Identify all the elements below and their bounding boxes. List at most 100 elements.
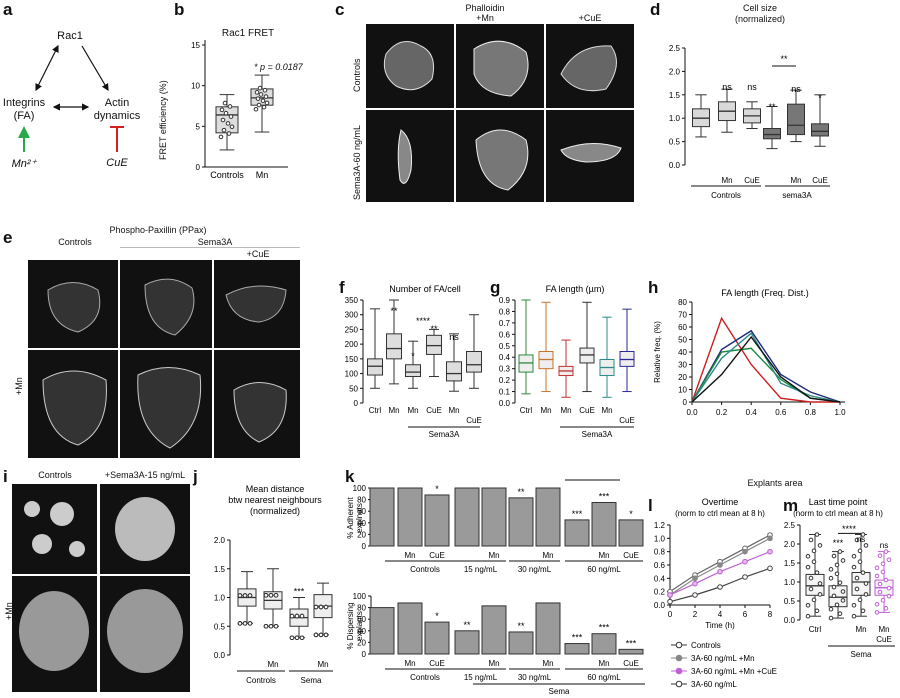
panel-m-point bbox=[860, 608, 866, 614]
cue-label: CuE bbox=[106, 157, 128, 169]
panel-h-title: FA length (Freq. Dist.) bbox=[721, 288, 809, 298]
panel-m-bracket-label: **** bbox=[842, 524, 857, 534]
panel-k-dispersing-sig: * bbox=[435, 611, 439, 621]
panel-b-plot: 0 5 10 15 Controls Mn bbox=[191, 40, 288, 180]
panel-m-point bbox=[828, 567, 834, 572]
panel-d-xlabel: Mn bbox=[790, 176, 801, 185]
panel-m-point bbox=[874, 610, 880, 615]
panel-j-title1: Mean distance bbox=[246, 484, 305, 494]
panel-k-group-controls: Controls bbox=[410, 565, 440, 574]
panel-k-dispersing-bar bbox=[591, 633, 617, 655]
panel-k-adherent-bar bbox=[454, 487, 480, 547]
panel-h-plot: FA length (Freq. Dist.) Relative freq. (%… bbox=[653, 288, 846, 417]
panel-e-col-sema: Sema3A bbox=[197, 237, 233, 247]
panel-f-ytick-label: 150 bbox=[345, 355, 359, 364]
panel-j-ytick-label: 2.0 bbox=[214, 536, 226, 545]
panel-g-ytick-label: 0.9 bbox=[499, 296, 511, 305]
panel-b-point bbox=[222, 100, 228, 106]
panel-m-point bbox=[805, 553, 811, 559]
panel-f-xlabel: CuE bbox=[466, 416, 482, 425]
panel-d-ytick-label: 1.0 bbox=[669, 114, 681, 123]
panel-k-xlabel: Mn bbox=[542, 551, 553, 560]
panel-h-xtick-label: 0.4 bbox=[746, 408, 758, 417]
panel-k-dispersing-ytick-label: 100 bbox=[353, 592, 367, 601]
panel-m-point bbox=[834, 562, 840, 568]
panel-l-ytick-label: 1.0 bbox=[654, 534, 666, 543]
panel-j-point bbox=[242, 621, 248, 626]
panel-m-title1: Last time point bbox=[809, 497, 868, 507]
micrograph-e-controls bbox=[28, 260, 118, 348]
panel-j-point bbox=[323, 632, 329, 638]
panel-k-xlabel: Mn bbox=[404, 551, 415, 560]
panel-h-xtick-label: 0.2 bbox=[716, 408, 728, 417]
panel-k-dispersing-bar bbox=[369, 607, 395, 655]
panel-label-e: e bbox=[3, 228, 13, 247]
panel-j-group-controls: Controls bbox=[246, 676, 276, 685]
panel-b-xtick-mn: Mn bbox=[256, 170, 269, 180]
pathway-arrows bbox=[18, 44, 124, 152]
panel-l-xtick-label: 2 bbox=[693, 610, 698, 619]
panel-k-dispersing-bar bbox=[481, 605, 507, 655]
panel-l-point bbox=[742, 574, 748, 580]
panel-f-ytick-label: 50 bbox=[349, 384, 358, 393]
panel-k-ylabel-dispersing-1: % Dispersing bbox=[346, 602, 355, 649]
panel-k-xlabel-bottom: Mn bbox=[598, 659, 609, 668]
panel-g-ytick-label: 0.2 bbox=[499, 376, 511, 385]
panel-m-point bbox=[857, 548, 863, 554]
panel-l-point bbox=[692, 580, 698, 587]
micrograph-e-sema-cue bbox=[214, 350, 300, 458]
panel-d-sig: ns bbox=[722, 82, 732, 92]
micrograph-i-mn bbox=[12, 576, 97, 692]
panel-d-group-sema: sema3A bbox=[782, 191, 812, 200]
panel-m-point bbox=[831, 593, 837, 599]
panel-label-f: f bbox=[339, 278, 345, 297]
panel-m-point bbox=[834, 602, 840, 608]
panel-f-box-4-box bbox=[446, 361, 462, 382]
panel-j-point bbox=[318, 604, 324, 610]
panel-m-title2: (norm to ctrl mean at 8 h) bbox=[793, 509, 883, 518]
panel-j-xlabel: Mn bbox=[317, 660, 328, 669]
panel-b-point bbox=[228, 114, 234, 119]
panel-b-point bbox=[255, 96, 261, 101]
legend-label: 3A-60 ng/mL +Mn +CuE bbox=[691, 667, 777, 676]
panel-f-xlabel: Mn bbox=[388, 406, 399, 415]
panel-d-xlabel: Mn bbox=[721, 176, 732, 185]
panel-l-point bbox=[692, 575, 698, 582]
panel-b-point bbox=[260, 98, 266, 104]
panel-h-ytick-label: 10 bbox=[678, 386, 687, 395]
panel-f-box-1-box bbox=[386, 333, 402, 360]
panel-h-ytick-label: 0 bbox=[683, 398, 688, 407]
panel-h-xtick-label: 0.8 bbox=[805, 408, 817, 417]
panel-m-point bbox=[851, 613, 857, 619]
panel-k-adherent-ytick-label: 0 bbox=[362, 542, 367, 551]
panel-k-adherent-bar bbox=[481, 487, 507, 547]
panel-i-col-sema: +Sema3A-15 ng/mL bbox=[104, 470, 186, 480]
panel-j-title2: btw nearest neighbours bbox=[228, 495, 322, 505]
panel-d-xlabel: CuE bbox=[744, 176, 760, 185]
panel-label-d: d bbox=[650, 0, 661, 19]
panel-m-point bbox=[886, 593, 892, 599]
panel-h-ytick-label: 20 bbox=[678, 373, 687, 382]
panel-m-plot: Last time point (norm to ctrl mean at 8 h… bbox=[784, 497, 895, 659]
panel-h-ytick-label: 30 bbox=[678, 361, 687, 370]
panel-m-point bbox=[857, 597, 863, 603]
panel-k-adherent-bar bbox=[591, 502, 617, 547]
panel-k-dispersing-ytick-label: 40 bbox=[357, 627, 366, 636]
panel-l-point bbox=[742, 548, 748, 555]
panel-j-point bbox=[268, 592, 274, 598]
panel-m-point bbox=[828, 606, 834, 612]
panel-h-series-line bbox=[691, 332, 841, 403]
panel-f-ytick-label: 300 bbox=[345, 311, 359, 320]
panel-m-point bbox=[837, 580, 843, 585]
panel-b-point bbox=[257, 85, 263, 91]
panel-k-xlabel-bottom: Mn bbox=[488, 659, 499, 668]
panel-k-adherent-bar bbox=[508, 497, 534, 547]
panel-k-bracket-ns-label: ns bbox=[588, 478, 596, 480]
panel-f-title: Number of FA/cell bbox=[389, 284, 461, 294]
panel-k-xlabel-bottom: Mn bbox=[404, 659, 415, 668]
micrograph-c-sema-mn bbox=[456, 110, 544, 202]
integrins-node: Integrins bbox=[2, 97, 46, 109]
panel-k-dispersing-ytick-label: 80 bbox=[357, 604, 366, 613]
panel-l-xlabel: Time (h) bbox=[705, 621, 735, 630]
panel-m-point bbox=[863, 543, 869, 548]
